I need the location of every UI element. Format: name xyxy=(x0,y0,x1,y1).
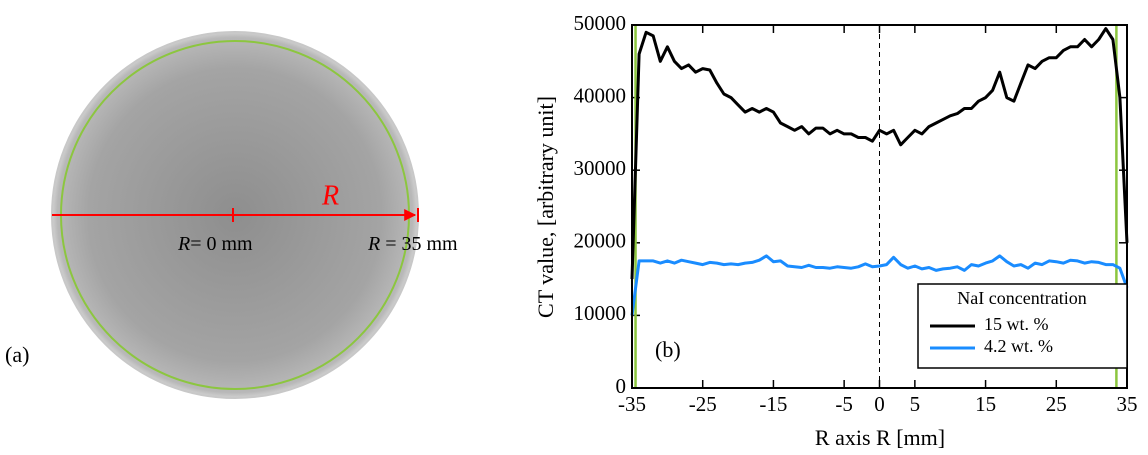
x-tick-label: 35 xyxy=(1117,392,1138,416)
value: = 35 mm xyxy=(380,233,458,255)
legend-label: 15 wt. % xyxy=(984,314,1049,334)
x-tick-label: -25 xyxy=(689,392,717,416)
radius-symbol: R xyxy=(321,180,339,211)
x-tick-label: -15 xyxy=(759,392,787,416)
y-tick-label: 20000 xyxy=(574,229,627,253)
x-axis-label: R axis R [mm] xyxy=(815,425,945,450)
x-tick-label: 15 xyxy=(975,392,996,416)
x-tick-label: -5 xyxy=(835,392,853,416)
legend: NaI concentration 15 wt. %4.2 wt. % xyxy=(917,283,1128,369)
legend-label: 4.2 wt. % xyxy=(984,336,1053,356)
panel-a: R R= 0 mm R = 35 mm (a) xyxy=(5,31,458,399)
y-tick-label: 30000 xyxy=(574,156,627,180)
plot-frame xyxy=(631,24,1128,389)
symbol: R xyxy=(177,233,190,255)
symbol: R xyxy=(367,233,380,255)
y-tick-label: 10000 xyxy=(574,301,627,325)
x-tick-label: 0 xyxy=(874,392,885,416)
edge-label: R = 35 mm xyxy=(367,233,458,255)
y-tick-label: 50000 xyxy=(574,11,627,35)
x-tick-label: -35 xyxy=(618,392,646,416)
y-tick-label: 40000 xyxy=(574,83,627,107)
panel-label: (b) xyxy=(655,337,681,362)
panel-label: (a) xyxy=(5,342,29,367)
y-tick-label: 0 xyxy=(616,374,627,398)
legend-title: NaI concentration xyxy=(957,288,1086,308)
panel-b: (b) R axis R [mm] CT value, [arbitrary u… xyxy=(533,11,1137,450)
data-line xyxy=(630,27,1129,280)
y-axis-label: CT value, [arbitrary unit] xyxy=(533,96,558,318)
data-line xyxy=(630,254,1129,316)
x-tick-label: 25 xyxy=(1046,392,1067,416)
value: = 0 mm xyxy=(190,233,253,255)
center-label: R= 0 mm xyxy=(177,233,253,255)
x-tick-label: 5 xyxy=(910,392,921,416)
